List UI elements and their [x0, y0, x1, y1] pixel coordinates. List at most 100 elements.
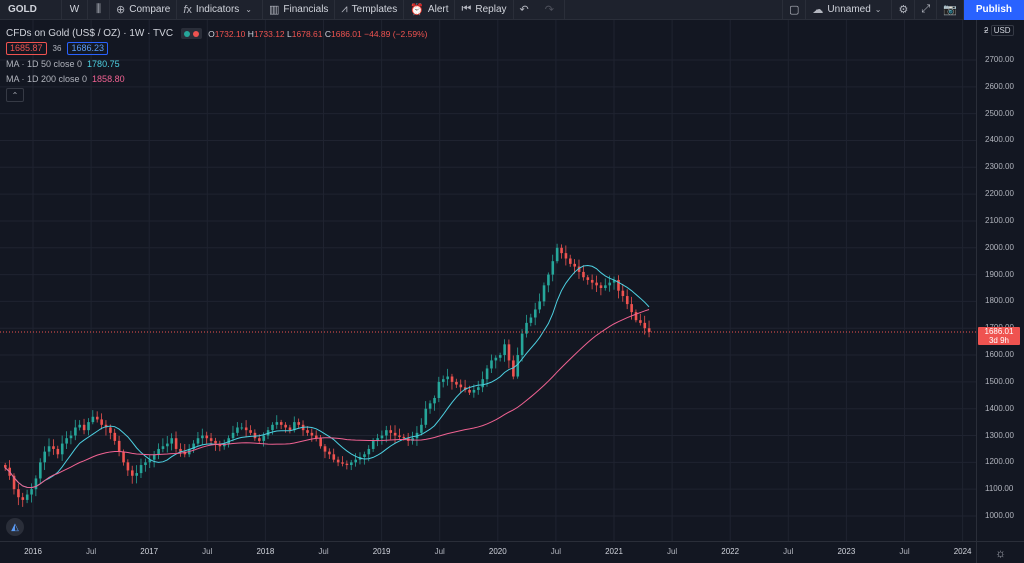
financials-label: Financials [283, 4, 329, 15]
candle-body [481, 379, 485, 388]
candle-body [4, 465, 7, 468]
candle-body [113, 432, 117, 441]
candle-body [122, 451, 125, 463]
candle-body [117, 440, 121, 452]
candle-body [209, 438, 213, 441]
time-axis[interactable]: 2016 Jul 2017 Jul 2018 Jul 2019 Jul 2020 Jul 2021 J… [0, 541, 976, 563]
candle-body [393, 432, 397, 436]
undo-icon: ↶ [519, 4, 529, 16]
undo-button[interactable]: ↶ [514, 0, 539, 20]
price-tick-label: 1600.00 [985, 350, 1014, 360]
currency-prefix: ƻ [984, 26, 989, 35]
candle-body [30, 489, 33, 495]
candle-body [350, 462, 353, 466]
ma200-label: MA · 1D 200 close 0 [6, 73, 88, 84]
layout-name-button[interactable]: ☁ Unnamed ⌄ [806, 0, 893, 20]
low-key: L [287, 28, 292, 39]
price-tick-label: 2400.00 [985, 135, 1014, 145]
candle-body [148, 459, 152, 463]
expand-button[interactable]: ⤢ [915, 0, 938, 20]
candle-body [634, 312, 638, 321]
candle-body [428, 403, 432, 409]
price-tick-label: 2300.00 [985, 162, 1014, 172]
publish-button[interactable]: Publish [963, 0, 1024, 20]
candle-body [52, 446, 55, 449]
candle-body [87, 422, 90, 431]
price-tick-label: 1900.00 [985, 269, 1014, 279]
candle-body [354, 459, 357, 463]
templates-button[interactable]: ⩘ Templates [335, 0, 405, 20]
settings-button[interactable]: ⚙ [892, 0, 916, 20]
candle-body [538, 301, 541, 310]
candle-body [74, 427, 77, 436]
compare-label: Compare [129, 4, 171, 15]
function-icon: fx [183, 3, 192, 16]
sell-price-button[interactable]: 1685.87 [6, 42, 47, 55]
candle-body [586, 277, 590, 280]
symbol-search[interactable]: GOLD [0, 0, 62, 20]
fullscreen-toggle-button[interactable]: ▢ [782, 0, 807, 20]
logo-icon: ◭ [11, 521, 19, 533]
candle-body [166, 443, 169, 447]
compare-button[interactable]: ⊕ Compare [110, 0, 178, 20]
financials-button[interactable]: ▥ Financials [263, 0, 336, 20]
ma50-value: 1780.75 [87, 58, 120, 69]
price-tick-label: 1000.00 [985, 511, 1014, 520]
market-status[interactable] [181, 28, 203, 39]
candle-body [507, 344, 511, 361]
candle-body [490, 360, 493, 369]
candle-body [12, 475, 16, 490]
chart-legend: CFDs on Gold (US$ / OZ) · 1W · TVC O1732… [6, 26, 427, 102]
camera-icon: 📷 [943, 4, 957, 16]
current-price-tag: 1686.01 3d 9h [978, 326, 1020, 345]
bar-chart-icon: ▥ [268, 4, 280, 16]
axis-settings-button[interactable]: ☼ [976, 541, 1024, 563]
alarm-clock-icon: ⏰ [410, 4, 424, 16]
ma200-legend-row[interactable]: MA · 1D 200 close 0 1858.80 [6, 71, 427, 86]
candle-body [135, 473, 138, 476]
price-tick-label: 2500.00 [985, 108, 1014, 118]
candle-body [69, 435, 73, 439]
candle-body [582, 271, 585, 278]
snapshot-button[interactable]: 📷 [937, 0, 964, 20]
candle-body [39, 462, 42, 479]
candle-body [455, 381, 458, 385]
close-value: 1686.01 [331, 28, 362, 39]
price-tick-label: 1300.00 [985, 430, 1014, 440]
price-axis[interactable]: 2700.00 2600.00 2500.00 2400.00 2300.00 2200.… [976, 20, 1024, 541]
replay-button[interactable]: ⏮ Replay [455, 0, 514, 20]
candle-body [157, 448, 160, 455]
chart-type-button[interactable]: ⫼ [88, 0, 110, 20]
candle-body [437, 381, 441, 398]
buy-price-button[interactable]: 1686.23 [67, 42, 108, 55]
candle-body [170, 438, 174, 444]
time-tick-label: 2023 [837, 547, 856, 556]
open-value: 1732.10 [214, 28, 246, 39]
candle-body [577, 266, 581, 272]
candle-body [630, 304, 633, 313]
legend-title[interactable]: CFDs on Gold (US$ / OZ) · 1W · TVC [6, 28, 174, 39]
collapse-legend-button[interactable]: ⌃ [6, 88, 24, 102]
candle-body [95, 416, 99, 420]
close-key: C [324, 28, 332, 39]
alert-button[interactable]: ⏰ Alert [404, 0, 456, 20]
interval-button[interactable]: W [62, 0, 88, 20]
tradingview-logo[interactable]: ◭ [6, 518, 24, 536]
candle-body [91, 416, 95, 423]
candles-icon: ⫼ [95, 3, 102, 15]
redo-button[interactable]: ↷ [539, 0, 565, 20]
candle-body [363, 454, 366, 457]
open-key: O [208, 28, 215, 39]
candle-body [131, 470, 134, 476]
candle-body [25, 494, 29, 500]
candle-body [43, 451, 47, 463]
candle-body [420, 424, 423, 433]
candle-body [468, 389, 471, 393]
currency-unit[interactable]: ƻ USD [984, 25, 1014, 36]
indicators-button[interactable]: fx Indicators ⌄ [177, 0, 263, 20]
candle-body [433, 397, 436, 404]
ma50-legend-row[interactable]: MA · 1D 50 close 0 1780.75 [6, 56, 427, 71]
bid-ask-row: 1685.87 36 1686.23 [6, 41, 427, 56]
price-chart[interactable] [0, 20, 976, 541]
candle-body [231, 432, 235, 439]
